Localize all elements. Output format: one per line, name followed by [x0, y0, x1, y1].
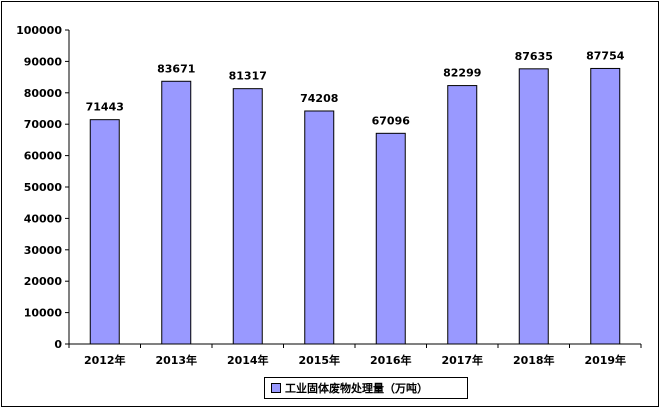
- y-axis: 0 10000 20000 30000 40000 50000 60000 70000 8000…: [16, 24, 70, 351]
- data-label: 87635: [515, 50, 553, 63]
- data-label: 82299: [443, 67, 481, 80]
- bar: [232, 88, 263, 345]
- data-label: 83671: [157, 62, 195, 75]
- y-tick-label: 70000: [24, 118, 63, 131]
- bar: [161, 80, 192, 345]
- legend: 工业固体废物处理量（万吨）: [264, 377, 468, 399]
- x-tick-label: 2019年: [584, 353, 626, 367]
- y-tick-label: 100000: [16, 24, 62, 37]
- y-tick-label: 0: [54, 338, 62, 351]
- y-tick-label: 10000: [24, 307, 63, 320]
- data-label: 74208: [300, 92, 338, 105]
- bar: [89, 119, 120, 345]
- bar: [375, 132, 406, 345]
- x-tick-label: 2013年: [155, 353, 197, 367]
- y-tick-label: 20000: [24, 275, 63, 288]
- x-tick-label: 2018年: [513, 353, 555, 367]
- bar: [447, 85, 478, 345]
- y-tick-label: 80000: [24, 87, 63, 100]
- y-tick-label: 90000: [24, 55, 63, 68]
- bar: [518, 68, 549, 345]
- x-axis: 2012年 2013年 2014年 2015年 2016年 2017年 2018年 2019年: [68, 343, 642, 367]
- x-tick-label: 2012年: [84, 353, 126, 367]
- x-tick-label: 2016年: [370, 353, 412, 367]
- y-tick-label: 30000: [24, 244, 63, 257]
- legend-swatch: [271, 383, 281, 393]
- data-label: 81317: [229, 70, 267, 83]
- legend-label: 工业固体废物处理量（万吨）: [285, 382, 428, 395]
- data-label: 87754: [586, 49, 625, 62]
- bars: [89, 67, 621, 345]
- x-tick-label: 2017年: [441, 353, 483, 367]
- data-label: 71443: [86, 101, 124, 114]
- x-tick-label: 2015年: [298, 353, 340, 367]
- data-labels: 71443 83671 81317 74208 67096 82299 87635 87754: [86, 49, 625, 127]
- y-tick-label: 50000: [24, 181, 63, 194]
- bar: [304, 110, 335, 345]
- y-tick-label: 60000: [24, 150, 63, 163]
- y-tick-label: 40000: [24, 212, 63, 225]
- data-label: 67096: [372, 114, 411, 127]
- x-tick-label: 2014年: [227, 353, 269, 367]
- bar: [590, 67, 621, 345]
